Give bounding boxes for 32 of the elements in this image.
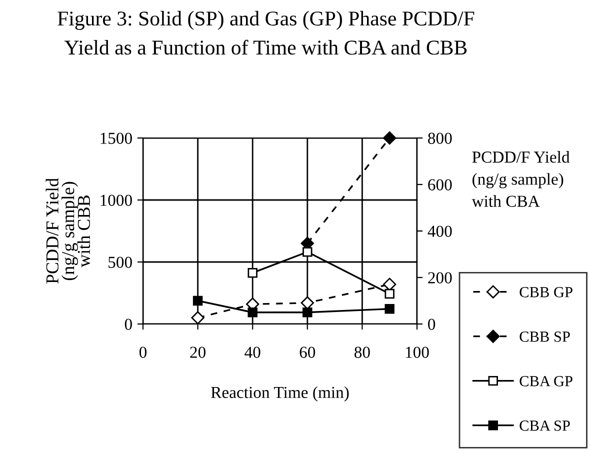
point bbox=[383, 278, 396, 291]
point bbox=[192, 296, 203, 306]
x-tick-label: 100 bbox=[406, 346, 429, 358]
y2-tick-label: 600 bbox=[428, 179, 452, 190]
y-axis-title: PCDD/F Yield (ng/g sample) with CBB bbox=[46, 178, 90, 284]
x-tick-label: 40 bbox=[244, 346, 260, 358]
y2-axis-title: PCDD/F Yield (ng/g sample) with CBA bbox=[472, 151, 570, 207]
y-tick-label: 500 bbox=[108, 256, 132, 268]
x-tick-label: 20 bbox=[190, 346, 206, 358]
x-axis-title: Reaction Time (min) bbox=[211, 386, 349, 402]
point bbox=[191, 311, 204, 324]
point bbox=[384, 288, 394, 299]
point bbox=[248, 268, 258, 278]
legend-label: CBB GP bbox=[520, 287, 572, 298]
point bbox=[302, 247, 312, 257]
point bbox=[248, 308, 258, 318]
y-tick-label: 1000 bbox=[100, 194, 132, 206]
y2-tick-label: 200 bbox=[428, 272, 452, 284]
legend-label: CBA SP bbox=[520, 420, 570, 431]
legend-label: CBB SP bbox=[520, 332, 570, 342]
y-tick-label: 1500 bbox=[100, 132, 132, 144]
y2-tick-label: 800 bbox=[428, 132, 452, 144]
x-tick-label: 60 bbox=[300, 346, 316, 358]
x-tick-label: 0 bbox=[139, 346, 147, 358]
y2-tick-label: 0 bbox=[428, 318, 436, 330]
y-tick-label: 0 bbox=[124, 318, 132, 330]
point bbox=[302, 308, 312, 318]
y2-tick-label: 400 bbox=[428, 226, 452, 237]
legend-label: CBA GP bbox=[520, 376, 572, 386]
chart-title: Figure 3: Solid (SP) and Gas (GP) Phase PCDD/F Yield as a Function of Time with CBA and CBB bbox=[58, 10, 474, 55]
point bbox=[384, 304, 394, 314]
x-tick-label: 80 bbox=[354, 346, 370, 358]
